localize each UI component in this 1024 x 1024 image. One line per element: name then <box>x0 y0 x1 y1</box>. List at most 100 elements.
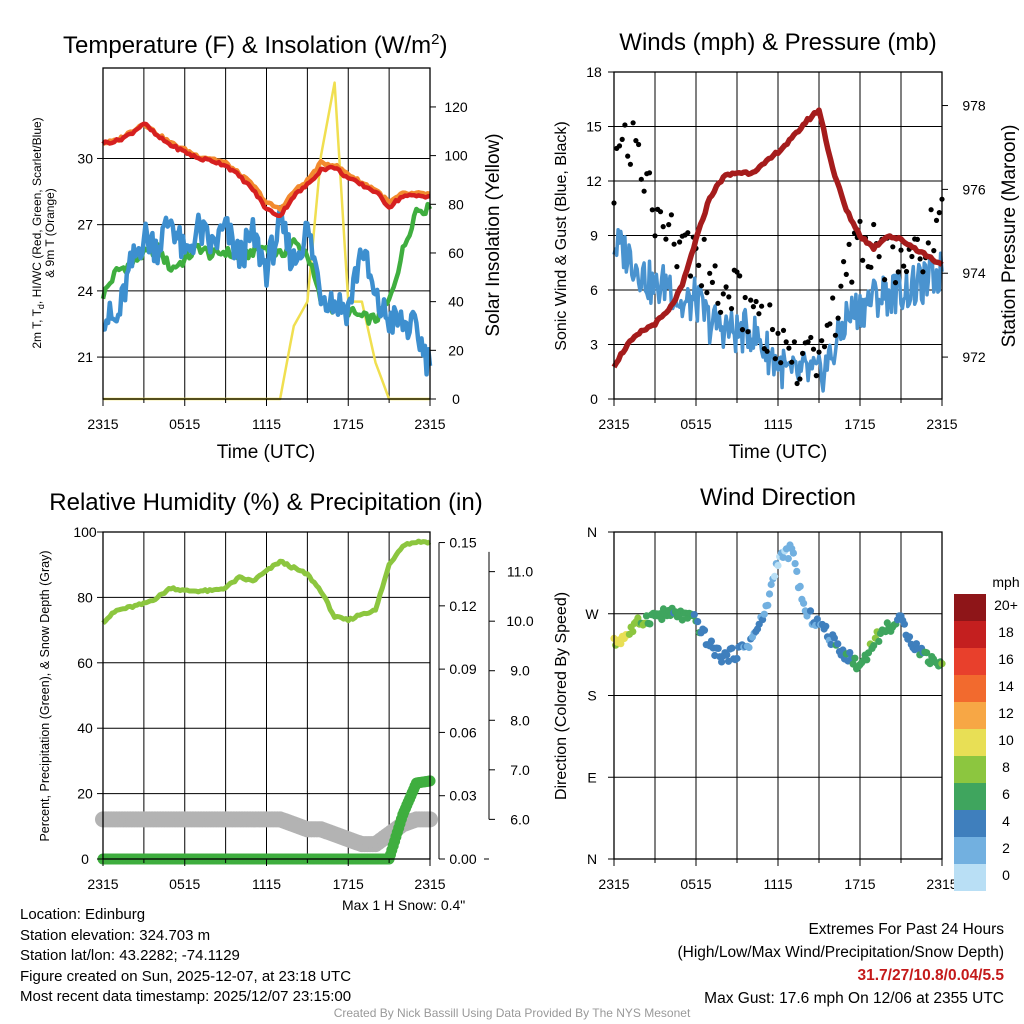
winds-gust-point <box>696 262 702 268</box>
temperature-ytick-label: 27 <box>77 217 93 233</box>
winds-gust-point <box>892 280 899 286</box>
direction-point <box>714 644 722 653</box>
station-latlon: Station lat/lon: 43.2282; -74.1129 <box>20 947 240 964</box>
winds-xlabel: Time (UTC) <box>729 442 828 463</box>
winds-gust-point <box>627 161 634 167</box>
winds-gust-point <box>838 283 844 289</box>
direction-point <box>718 658 726 666</box>
winds-gust-point <box>698 283 705 289</box>
winds-gust-point <box>810 346 817 352</box>
winds-gust-point <box>805 339 811 345</box>
direction-point <box>765 590 774 598</box>
speed-legend-label: 20+ <box>994 597 1018 613</box>
humidity-ytick-label: 20 <box>77 786 93 802</box>
temperature-xtick-label: 1715 <box>333 416 364 432</box>
winds-gust-point <box>767 302 773 308</box>
speed-legend-label: 4 <box>1002 813 1010 829</box>
winds-gust-point <box>636 141 642 148</box>
winds-gust-point <box>739 327 746 333</box>
direction-point <box>767 580 775 589</box>
winds-gust-point <box>846 241 852 247</box>
speed-legend-label: 10 <box>998 732 1014 748</box>
winds-gust-point <box>737 273 743 279</box>
temperature-xtick-label: 0515 <box>169 416 200 432</box>
snow-ytick-label: 10.0 <box>506 613 533 629</box>
direction-point <box>830 634 839 642</box>
winds-gust-point <box>775 330 781 336</box>
winds-gust-point <box>890 244 896 250</box>
speed-legend-swatch <box>954 594 986 621</box>
winds-xtick-label: 1115 <box>763 416 792 432</box>
direction-point <box>771 572 779 581</box>
winds-gust-point <box>786 345 792 351</box>
winds-gust-point <box>882 277 888 283</box>
winds-gust-point <box>936 210 942 216</box>
winds-gust-point <box>898 247 904 253</box>
winds-gridlines <box>614 72 942 399</box>
direction-point <box>791 560 799 568</box>
direction-point <box>834 640 842 648</box>
temperature-xtick-label: 2315 <box>414 416 445 432</box>
direction-point <box>923 649 931 657</box>
humidity-xtick-label: 1115 <box>252 876 281 892</box>
winds-gust-point <box>726 294 732 300</box>
speed-legend-swatch <box>954 621 986 648</box>
speed-legend-swatch <box>954 675 986 702</box>
winds-gust-point <box>652 233 658 239</box>
max-gust: Max Gust: 17.6 mph On 12/06 at 2355 UTC <box>704 990 1004 1007</box>
winds-axis-ticks: 2315 0515 1115 1715 231503691215189729749769… <box>586 64 986 432</box>
winds-gust-point <box>843 271 849 277</box>
winds-gust-point <box>677 239 683 245</box>
winds-xtick-label: 2315 <box>598 416 629 432</box>
winds-gust-point <box>728 306 735 312</box>
winds-ylabel-right: Station Pressure (Maroon) <box>999 125 1020 348</box>
insolation-ytick-label: 120 <box>444 99 468 115</box>
insolation-ytick-label: 60 <box>448 245 464 261</box>
speed-legend-swatch <box>954 864 986 891</box>
winds-gust-point <box>901 263 907 269</box>
direction-xtick-label: 2315 <box>598 876 629 892</box>
winds-gust-point <box>709 279 716 285</box>
insolation-ytick-label: 40 <box>448 294 464 310</box>
winds-gust-point <box>931 248 937 254</box>
pressure-ytick-label: 976 <box>962 181 986 197</box>
speed-legend-swatch <box>954 810 986 837</box>
winds-gust-point <box>764 348 770 354</box>
winds-gust-point <box>876 254 882 260</box>
direction-point <box>806 607 815 615</box>
speed-legend-label: 18 <box>998 624 1014 640</box>
winds-gust-point <box>742 294 748 301</box>
direction-point <box>617 640 625 648</box>
temperature-ytick-label: 30 <box>77 150 93 166</box>
direction-point <box>728 644 736 652</box>
direction-xtick-label: 0515 <box>680 876 711 892</box>
direction-point <box>900 620 909 628</box>
snow-max-note: Max 1 H Snow: 0.4" <box>342 897 466 913</box>
insolation-ytick-label: 0 <box>452 391 460 407</box>
snow-ytick-label: 9.0 <box>510 663 530 679</box>
snow-ytick-label: 11.0 <box>507 564 533 580</box>
winds-gust-point <box>720 291 726 297</box>
direction-point <box>646 620 654 628</box>
speed-legend-swatch <box>954 648 986 675</box>
winds-gust-point <box>616 143 623 149</box>
speed-legend-label: 0 <box>1002 867 1010 883</box>
winds-gust-point <box>917 256 923 262</box>
speed-legend-label: 8 <box>1002 759 1010 775</box>
winds-gust-point <box>641 188 647 194</box>
winds-gust-point <box>701 236 707 242</box>
winds-gust-point <box>808 334 814 341</box>
humidity-ytick-label: 60 <box>77 655 93 671</box>
temperature-title: Temperature (F) & Insolation (W/m2) <box>63 31 447 59</box>
temperature-axis-ticks: 2315 0515 1115 1715 2315 21 24 27 30 0 20 40 60 80 100… <box>77 99 467 432</box>
winds-gust-point <box>622 122 628 128</box>
winds-gust-point <box>687 273 694 279</box>
insolation-ytick-label: 100 <box>444 148 468 164</box>
direction-point <box>784 555 792 563</box>
winds-gust-point <box>794 380 800 387</box>
winds-gust-point <box>909 253 915 260</box>
winds-gust-point <box>750 304 757 310</box>
direction-point <box>796 582 804 591</box>
humidity-xtick-label: 1715 <box>333 876 364 892</box>
winds-series <box>611 107 945 393</box>
